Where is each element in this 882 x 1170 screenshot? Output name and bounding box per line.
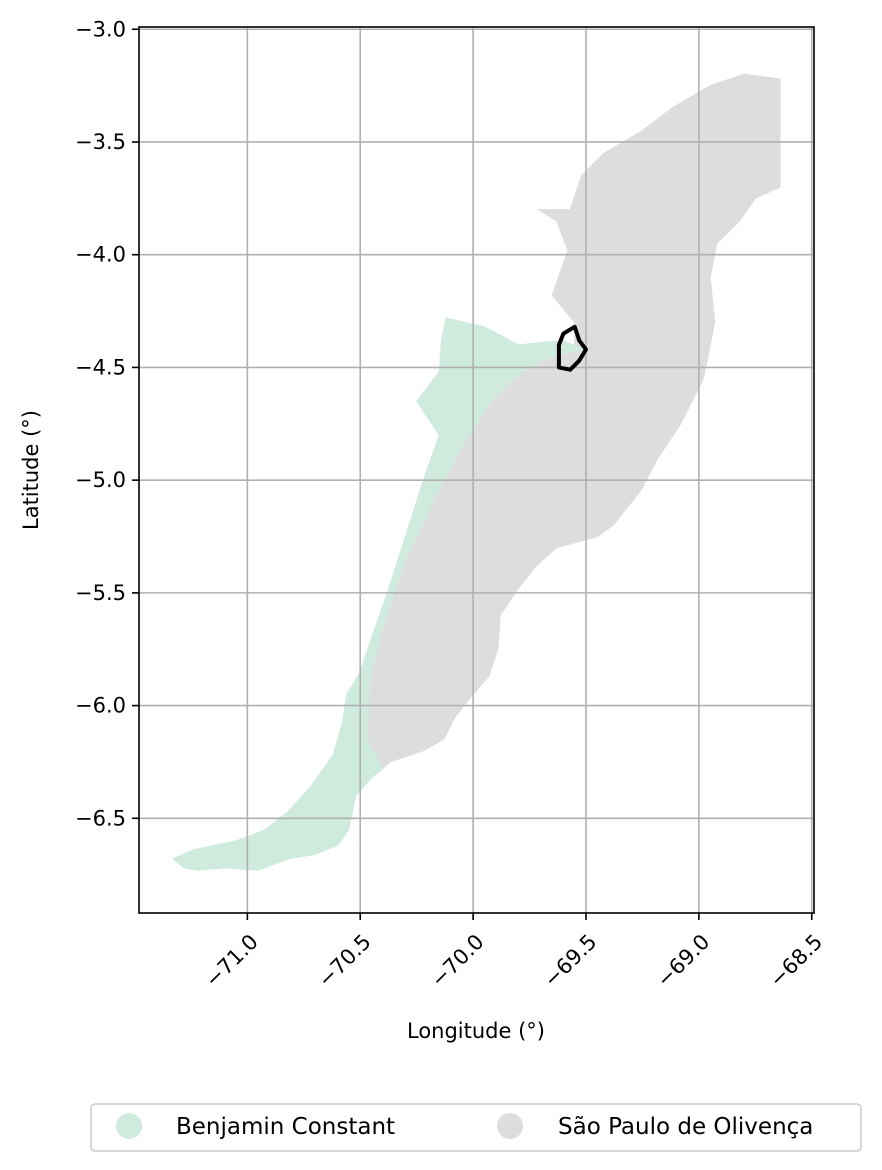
plot-area: [138, 26, 815, 914]
y-tick-label: −5.5: [75, 581, 126, 605]
x-axis-title: Longitude (°): [407, 1019, 545, 1043]
y-tick-label: −3.0: [75, 17, 126, 41]
y-axis-title: Latitude (°): [19, 410, 43, 530]
legend-marker-sao-paulo-de-olivenca: [497, 1113, 523, 1139]
plot-frame: [138, 26, 815, 914]
y-tick-label: −6.5: [75, 806, 126, 830]
y-tick-label: −4.5: [75, 355, 126, 379]
legend-marker-benjamin-constant: [116, 1113, 142, 1139]
legend-label-sao-paulo-de-olivenca: São Paulo de Olivença: [558, 1114, 813, 1140]
legend: Benjamin Constant São Paulo de Olivença: [90, 1103, 862, 1152]
region-benjamin-constant: [171, 317, 583, 871]
legend-box: [90, 1103, 862, 1152]
legend-label-benjamin-constant: Benjamin Constant: [176, 1114, 395, 1140]
y-tick-label: −4.0: [75, 243, 126, 267]
grid-lines: [139, 27, 814, 913]
highlight-area: [556, 324, 588, 372]
y-tick-label: −6.0: [75, 694, 126, 718]
highlight-outline: [556, 324, 588, 372]
y-tick-label: −5.0: [75, 468, 126, 492]
y-tick-label: −3.5: [75, 130, 126, 154]
map-regions: [171, 73, 781, 871]
y-axis-ticks: −3.0 −3.5 −4.0 −4.5 −5.0 −5.5 −6.0 −6.5: [75, 17, 139, 830]
